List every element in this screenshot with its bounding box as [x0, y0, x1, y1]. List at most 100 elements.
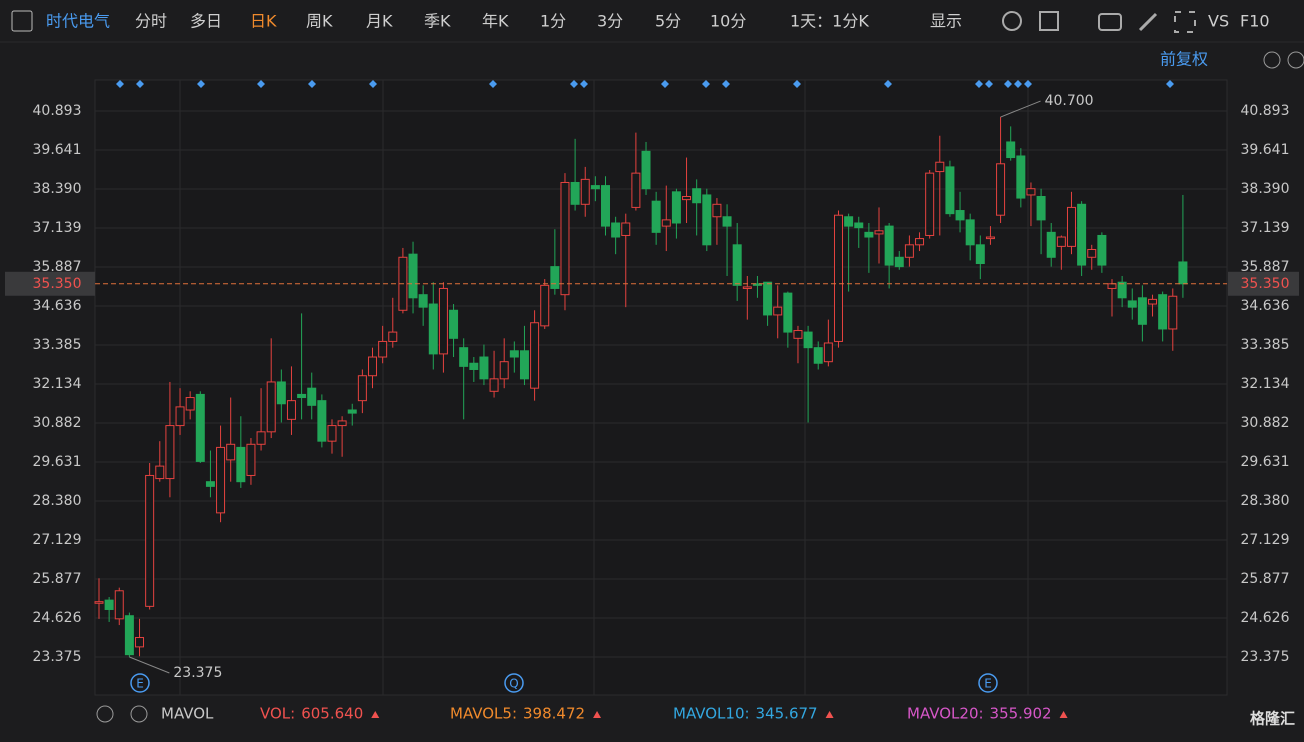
period-tab[interactable]: 3分 [597, 12, 623, 31]
candle-body [236, 446, 246, 483]
candle-body [1107, 283, 1117, 289]
candle-body [742, 286, 752, 289]
candle-body [378, 340, 388, 358]
candle-body [418, 294, 428, 308]
candle-body [854, 222, 864, 229]
event-circle[interactable] [978, 673, 998, 693]
candle-body [449, 309, 459, 339]
candle-body [428, 303, 438, 355]
camera-icon[interactable] [1098, 13, 1122, 31]
candle-body [499, 361, 509, 380]
candle-body [844, 216, 854, 227]
event-diamond [975, 80, 983, 88]
zoom-out-icon[interactable] [1263, 51, 1281, 69]
candle-body [864, 231, 874, 238]
candle-body [560, 181, 570, 296]
candle-body [165, 425, 175, 480]
candle-body [702, 194, 712, 246]
indicator-label: MAVOL10: [673, 705, 750, 723]
period-tab[interactable]: 多日 [190, 12, 222, 31]
event-diamond [116, 80, 124, 88]
layout-icon[interactable] [1039, 11, 1059, 31]
candle-body [1026, 188, 1036, 196]
event-diamond [722, 80, 730, 88]
stock-name[interactable]: 时代电气 [46, 12, 110, 31]
y-tick-label: 38.390 [33, 181, 82, 197]
candle-body [996, 163, 1006, 216]
f10-button[interactable]: F10 [1240, 12, 1270, 31]
menu-icon[interactable] [11, 10, 33, 32]
event-diamond [369, 80, 377, 88]
y-tick-label-right: 29.631 [1241, 454, 1290, 470]
y-tick-label: 23.375 [33, 649, 82, 665]
candle-body [803, 331, 813, 349]
candle-body [1066, 206, 1076, 247]
candle-body [185, 397, 195, 411]
y-tick-label-right: 25.877 [1241, 571, 1290, 587]
candle-body [256, 431, 266, 445]
y-tick-label-right: 33.385 [1241, 337, 1290, 353]
candle-body [266, 381, 276, 433]
candle-body [297, 393, 307, 399]
period-tab[interactable]: 月K [366, 12, 393, 31]
period-tab[interactable]: 周K [306, 12, 333, 31]
candle-body [357, 375, 367, 402]
y-tick-label: 30.882 [33, 415, 82, 431]
event-circle[interactable] [130, 673, 150, 693]
settings-icon[interactable] [1002, 11, 1022, 31]
candlestick-chart: 40.893 40.893 39.641 39.641 38.390 38.390 37.1… [5, 80, 1299, 695]
period-tab[interactable]: 10分 [710, 12, 746, 31]
event-diamond [884, 80, 892, 88]
event-letter: E [984, 677, 992, 691]
y-tick-label: 40.893 [33, 103, 82, 119]
candle-body [1168, 295, 1178, 330]
y-tick-label-right: 28.380 [1241, 493, 1290, 509]
trend-arrow [825, 711, 834, 718]
fullscreen-icon[interactable] [1174, 11, 1196, 33]
candle-body [155, 465, 165, 480]
y-tick-label-right: 24.626 [1241, 610, 1290, 626]
candle-body [114, 590, 124, 620]
candle-body [975, 244, 985, 265]
candle-body [833, 214, 843, 342]
candle-body [935, 161, 945, 173]
event-diamond [580, 80, 588, 88]
event-diamond [570, 80, 578, 88]
y-tick-label: 35.887 [33, 259, 82, 275]
period-tab[interactable]: 日K [250, 12, 277, 31]
period-tab[interactable]: 5分 [655, 12, 681, 31]
draw-icon[interactable] [1138, 12, 1158, 32]
event-circle[interactable] [504, 673, 524, 693]
close-icon[interactable] [130, 705, 148, 723]
adjust-button[interactable]: 前复权 [1160, 50, 1208, 69]
period-tab[interactable]: 年K [482, 12, 509, 31]
display-menu[interactable]: 显示 [930, 12, 962, 31]
candle-body [246, 443, 256, 476]
candle-body [479, 356, 489, 380]
candle-body [915, 238, 925, 246]
event-diamond [257, 80, 265, 88]
candle-body [307, 387, 317, 406]
current-price-label: 35.350 [33, 276, 82, 292]
settings-icon-small[interactable] [96, 705, 114, 723]
y-tick-label-right: 23.375 [1241, 649, 1290, 665]
event-diamond [1024, 80, 1032, 88]
period-select[interactable]: 1天：1分K [790, 12, 869, 31]
candle-body [388, 331, 398, 342]
period-tab[interactable]: 分时 [135, 12, 167, 31]
event-diamond [308, 80, 316, 88]
period-tab[interactable]: 1分 [540, 12, 566, 31]
indicator-name[interactable]: MAVOL [161, 705, 214, 723]
candle-body [519, 350, 529, 380]
indicator-value: 355.902 [990, 705, 1052, 723]
vs-button[interactable]: VS [1208, 12, 1229, 31]
candle-body [874, 230, 884, 235]
trend-arrow [371, 711, 380, 718]
period-tab[interactable]: 季K [424, 12, 451, 31]
zoom-in-icon[interactable] [1287, 51, 1304, 69]
y-tick-label: 27.129 [33, 532, 82, 548]
event-diamond [489, 80, 497, 88]
candle-body [94, 601, 104, 604]
event-letter: Q [509, 677, 518, 691]
candle-body [661, 219, 671, 227]
